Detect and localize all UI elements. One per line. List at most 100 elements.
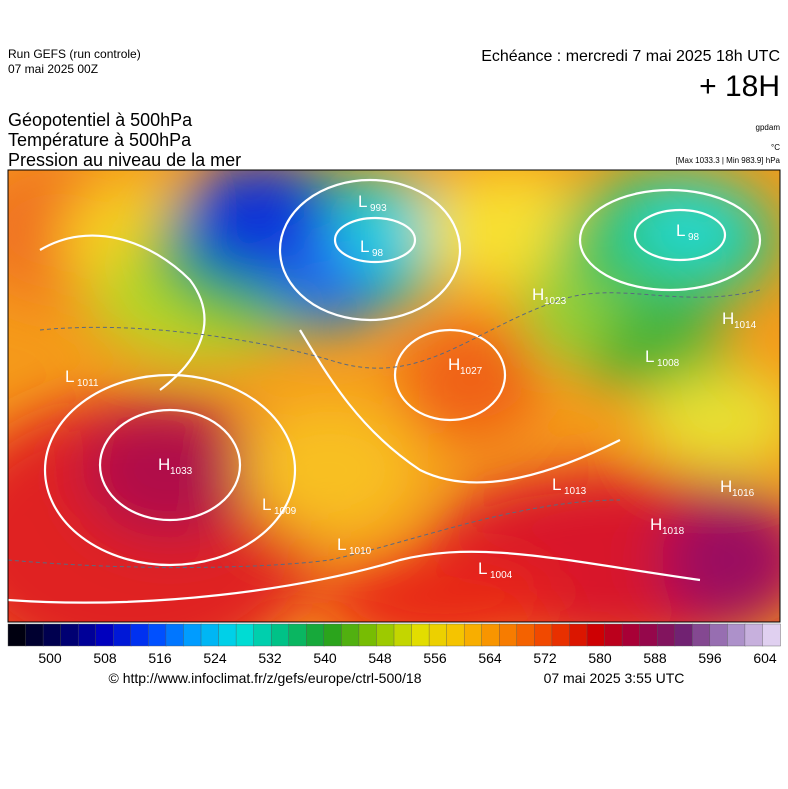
colorbar-swatch xyxy=(288,623,307,647)
colorbar-swatch xyxy=(569,623,588,647)
center-value: 1033 xyxy=(170,466,193,477)
colorbar-swatch xyxy=(586,623,606,647)
center-value: 1008 xyxy=(657,358,680,369)
colorbar-swatch xyxy=(218,623,237,647)
colorbar-swatch xyxy=(148,623,167,647)
center-letter: L xyxy=(358,192,367,211)
colorbar-swatch xyxy=(463,623,483,647)
center-value: 1014 xyxy=(734,320,757,331)
colorbar-swatch xyxy=(270,623,290,647)
center-letter: L xyxy=(65,367,74,386)
colorbar-swatch xyxy=(165,623,185,647)
center-value: 1010 xyxy=(349,546,372,557)
colorbar-swatch xyxy=(499,623,518,647)
colorbar-swatch xyxy=(253,623,272,647)
center-value: 1027 xyxy=(460,366,483,377)
colorbar-swatch xyxy=(516,623,536,647)
colorbar-swatch xyxy=(621,623,641,647)
colorbar-tick-label: 540 xyxy=(313,650,337,666)
colorbar-swatch xyxy=(77,623,97,647)
colorbar-swatch xyxy=(358,623,378,647)
colorbar-swatch xyxy=(323,623,343,647)
center-value: 98 xyxy=(688,232,700,243)
center-letter: L xyxy=(645,347,654,366)
colorbar-swatch xyxy=(235,623,255,647)
center-letter: H xyxy=(720,477,732,496)
colorbar-tick-label: 572 xyxy=(533,650,557,666)
colorbar-tick-label: 596 xyxy=(698,650,722,666)
center-letter: L xyxy=(262,495,271,514)
run-date: 07 mai 2025 00Z xyxy=(8,62,98,76)
center-value: 993 xyxy=(370,203,387,214)
colorbar-swatch xyxy=(42,623,62,647)
colorbar-swatch xyxy=(428,623,448,647)
colorbar-tick-label: 532 xyxy=(258,650,282,666)
center-letter: L xyxy=(676,221,685,240)
colorbar-swatch xyxy=(25,623,44,647)
center-letter: H xyxy=(158,455,170,474)
colorbar-swatch xyxy=(604,623,623,647)
colorbar-swatch xyxy=(727,623,746,647)
map-frame xyxy=(7,169,781,623)
colorbar-tick-label: 588 xyxy=(643,650,667,666)
center-letter: L xyxy=(552,475,561,494)
title-line: Température à 500hPa xyxy=(8,130,192,150)
center-value: 1016 xyxy=(732,488,755,499)
center-value: 1009 xyxy=(274,506,297,517)
colorbar-swatch xyxy=(639,623,658,647)
center-letter: L xyxy=(478,559,487,578)
colorbar-swatch xyxy=(674,623,693,647)
colorbar-tick-label: 548 xyxy=(368,650,392,666)
lead-time: + 18H xyxy=(699,70,780,103)
colorbar-swatch xyxy=(393,623,413,647)
center-letter: H xyxy=(448,355,460,374)
center-letter: H xyxy=(722,309,734,328)
colorbar-swatch xyxy=(341,623,360,647)
colorbar-swatch xyxy=(762,623,781,647)
unit-label: °C xyxy=(771,143,780,152)
colorbar-swatch xyxy=(200,623,220,647)
colorbar-swatch xyxy=(113,623,132,647)
center-value: 1011 xyxy=(77,378,99,389)
colorbar-swatch xyxy=(411,623,430,647)
center-letter: H xyxy=(650,515,662,534)
colorbar-swatch xyxy=(709,623,729,647)
colorbar-swatch xyxy=(446,623,465,647)
center-letter: L xyxy=(337,535,346,554)
colorbar-tick-label: 508 xyxy=(93,650,117,666)
colorbar-tick-label: 580 xyxy=(588,650,612,666)
center-value: 1023 xyxy=(544,296,567,307)
colorbar-swatch xyxy=(183,623,202,647)
title-line: Pression au niveau de la mer xyxy=(8,150,241,170)
colorbar-tick-label: 604 xyxy=(753,650,777,666)
colorbar-swatch xyxy=(376,623,395,647)
colorbar-swatch xyxy=(692,623,711,647)
run-label: Run GEFS (run controle) xyxy=(8,47,141,61)
colorbar-swatch xyxy=(7,623,27,647)
center-value: 1013 xyxy=(564,486,587,497)
unit-label: [Max 1033.3 | Min 983.9] hPa xyxy=(676,156,781,165)
colorbar-swatch xyxy=(306,623,325,647)
footer-timestamp: 07 mai 2025 3:55 UTC xyxy=(544,670,685,686)
colorbar-swatch xyxy=(551,623,571,647)
colorbar-swatch xyxy=(130,623,150,647)
colorbar-tick-label: 556 xyxy=(423,650,447,666)
colorbar-swatch xyxy=(481,623,500,647)
center-letter: H xyxy=(532,285,544,304)
footer-source: © http://www.infoclimat.fr/z/gefs/europe… xyxy=(108,670,421,686)
unit-label: gpdam xyxy=(756,123,781,132)
title-line: Géopotentiel à 500hPa xyxy=(8,110,193,130)
colorbar: 500 508 516 524 532 540 548 556 564 572 580 588 596 6… xyxy=(7,623,781,666)
colorbar-tick-label: 524 xyxy=(203,650,227,666)
colorbar-tick-label: 564 xyxy=(478,650,502,666)
colorbar-tick-label: 516 xyxy=(148,650,172,666)
center-value: 1004 xyxy=(490,570,513,581)
center-value: 98 xyxy=(372,248,384,259)
colorbar-swatch xyxy=(534,623,553,647)
colorbar-swatch xyxy=(656,623,676,647)
colorbar-swatch xyxy=(744,623,764,647)
center-value: 1018 xyxy=(662,526,685,537)
map-field xyxy=(8,170,780,622)
